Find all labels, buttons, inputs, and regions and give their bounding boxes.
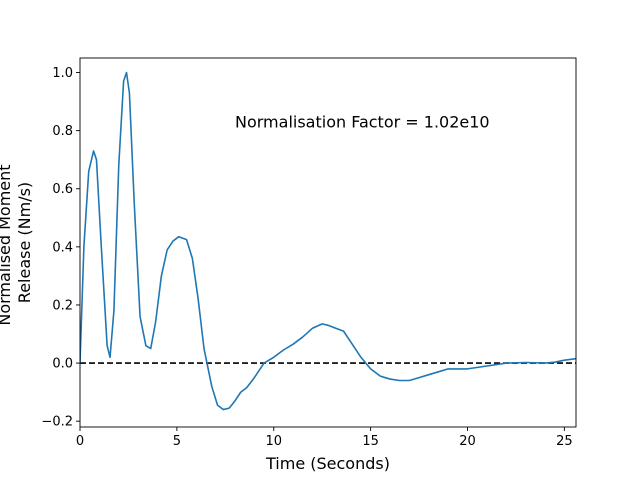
x-tick-label: 25: [556, 434, 573, 449]
annotation-text: Normalisation Factor = 1.02e10: [235, 113, 490, 132]
axes-frame: [79, 57, 577, 428]
y-tick-label: 0.2: [52, 298, 73, 313]
y-tick-label: 0.0: [52, 357, 73, 372]
y-tick-label: 1.0: [52, 66, 73, 81]
x-tick-label: 20: [459, 434, 476, 449]
axes-layer: 0 5 10 15 20 25 −0.2 0.0 0.2 0.4 0.6 0.8 1.0: [41, 57, 577, 449]
x-tick-label: 10: [265, 434, 282, 449]
y-axis-label-line-1: Normalised Moment: [0, 164, 14, 325]
x-tick-label: 5: [173, 434, 181, 449]
y-tick-label: 0.8: [52, 124, 73, 139]
y-axis-label: Normalised Moment Release (Nm/s): [0, 159, 34, 325]
x-tick-label: 0: [76, 434, 84, 449]
x-tick-label: 15: [362, 434, 379, 449]
y-tick-label: 0.4: [52, 240, 73, 255]
x-axis-label: Time (Seconds): [265, 454, 390, 473]
y-tick-label: 0.6: [52, 182, 73, 197]
y-tick-label: −0.2: [41, 415, 73, 430]
y-axis-label-line-2: Release (Nm/s): [15, 182, 34, 303]
series-line-0: [80, 71, 576, 411]
plot-area: [80, 71, 576, 411]
